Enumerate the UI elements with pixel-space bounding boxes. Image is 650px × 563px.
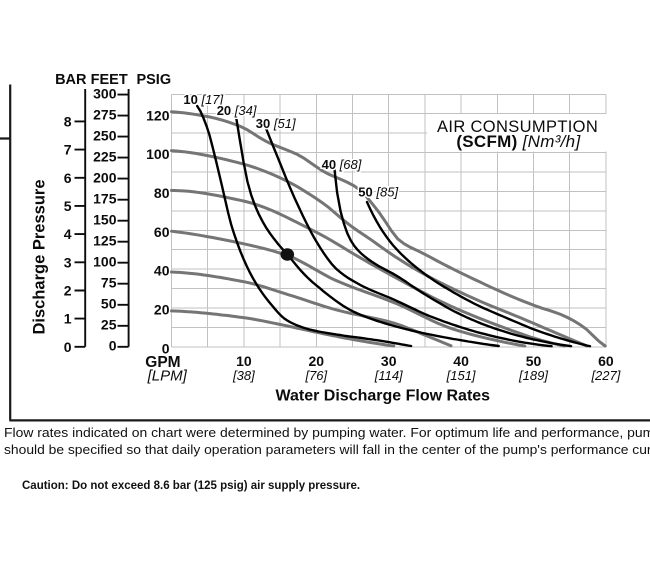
svg-text:125: 125 [93, 232, 117, 248]
svg-text:150: 150 [93, 211, 117, 227]
svg-text:25: 25 [101, 317, 117, 333]
svg-text:40 [68]: 40 [68] [322, 157, 362, 172]
svg-text:200: 200 [93, 169, 117, 185]
svg-text:[114]: [114] [374, 368, 403, 383]
svg-text:20 [34]: 20 [34] [217, 103, 257, 118]
svg-text:250: 250 [93, 127, 117, 143]
svg-text:PSIG: PSIG [136, 72, 171, 88]
svg-text:275: 275 [93, 106, 117, 122]
svg-text:20: 20 [309, 353, 325, 369]
svg-text:Discharge Pressure: Discharge Pressure [31, 179, 49, 334]
svg-text:[227]: [227] [590, 368, 620, 383]
svg-text:50: 50 [526, 353, 542, 369]
svg-text:50 [85]: 50 [85] [358, 185, 398, 200]
svg-text:175: 175 [93, 190, 117, 206]
svg-text:2: 2 [64, 282, 72, 298]
svg-text:Flow rates indicated on chart: Flow rates indicated on chart were deter… [4, 426, 650, 440]
svg-text:100: 100 [93, 254, 117, 270]
svg-text:FEET: FEET [91, 72, 128, 88]
svg-text:60: 60 [154, 224, 170, 240]
svg-text:Water Discharge Flow Rates: Water Discharge Flow Rates [276, 387, 491, 404]
svg-text:7: 7 [64, 142, 72, 158]
svg-text:1: 1 [64, 311, 72, 327]
svg-text:GPM: GPM [145, 354, 180, 371]
svg-text:3: 3 [64, 254, 72, 270]
svg-text:75: 75 [101, 275, 117, 291]
svg-text:10 [17]: 10 [17] [183, 92, 223, 107]
svg-text:AIR CONSUMPTION: AIR CONSUMPTION [437, 118, 598, 136]
svg-text:80: 80 [154, 185, 170, 201]
svg-text:should be specified so that da: should be specified so that daily operat… [4, 443, 650, 457]
svg-text:30: 30 [381, 353, 397, 369]
svg-text:[151]: [151] [446, 368, 476, 383]
svg-text:[76]: [76] [304, 368, 327, 383]
svg-text:225: 225 [93, 148, 117, 164]
svg-text:30 [51]: 30 [51] [256, 116, 296, 131]
svg-text:6: 6 [64, 170, 72, 186]
svg-text:50: 50 [101, 296, 117, 312]
svg-text:60: 60 [598, 353, 614, 369]
svg-text:BAR: BAR [55, 72, 87, 88]
svg-text:5: 5 [64, 198, 72, 214]
svg-text:[189]: [189] [518, 368, 548, 383]
svg-text:8: 8 [64, 113, 72, 129]
svg-text:0: 0 [162, 340, 170, 356]
svg-text:20: 20 [154, 302, 170, 318]
svg-text:[38]: [38] [232, 368, 255, 383]
svg-text:(SCFM) [Nm³/h]: (SCFM) [Nm³/h] [456, 132, 581, 151]
svg-text:Caution: Do not exceed 8.6 bar: Caution: Do not exceed 8.6 bar (125 psig… [22, 480, 360, 492]
svg-text:120: 120 [146, 107, 170, 123]
svg-text:300: 300 [93, 85, 117, 101]
svg-text:0: 0 [64, 339, 72, 355]
svg-text:40: 40 [154, 263, 170, 279]
svg-text:10: 10 [236, 353, 252, 369]
svg-text:[LPM]: [LPM] [147, 367, 188, 384]
svg-text:4: 4 [64, 226, 72, 242]
svg-text:40: 40 [453, 353, 469, 369]
svg-text:100: 100 [146, 146, 170, 162]
svg-text:0: 0 [109, 338, 117, 354]
